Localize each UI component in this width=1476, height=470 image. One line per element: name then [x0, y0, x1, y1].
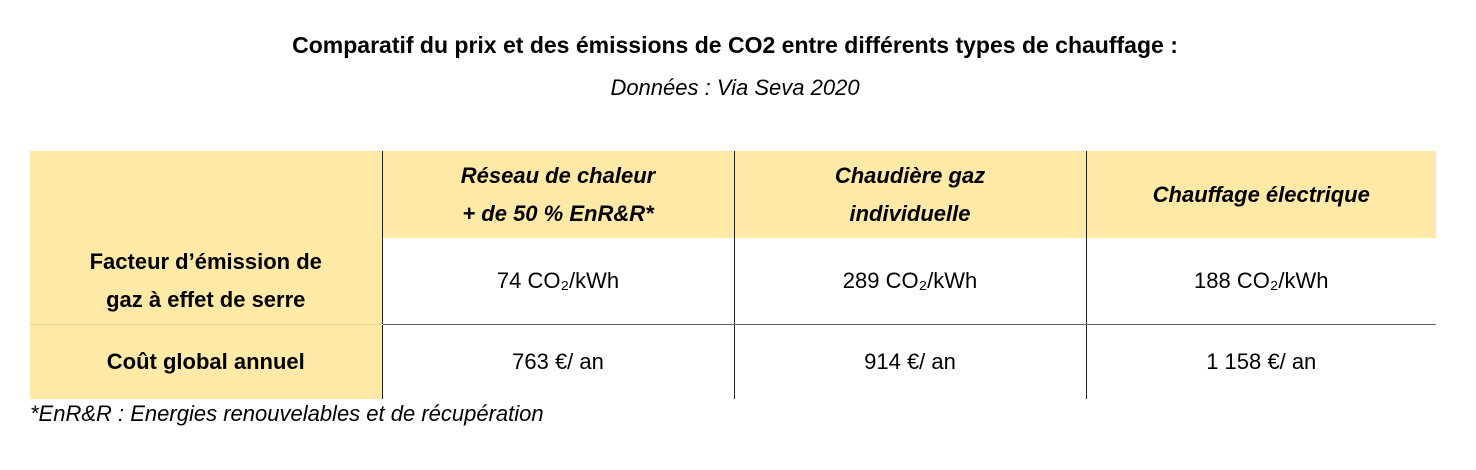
cell: 914 €/ an	[733, 324, 1086, 399]
header-row: Réseau de chaleur + de 50 % EnR&R* Chaud…	[30, 151, 1436, 238]
cell: 1 158 €/ an	[1085, 324, 1436, 399]
column-header: Réseau de chaleur + de 50 % EnR&R*	[381, 151, 734, 238]
column-header: Chauffage électrique	[1085, 151, 1436, 238]
subtitle: Données : Via Seva 2020	[610, 75, 860, 100]
footnote: *EnR&R : Energies renouvelables et de ré…	[30, 401, 544, 426]
table-row: Coût global annuel 763 €/ an 914 €/ an 1…	[30, 324, 1436, 399]
corner-cell	[30, 151, 382, 238]
table-row: Facteur d’émission de gaz à effet de ser…	[30, 238, 1436, 325]
cell: 763 €/ an	[381, 324, 734, 399]
row-header: Coût global annuel	[30, 324, 382, 399]
comparison-table: Réseau de chaleur + de 50 % EnR&R* Chaud…	[30, 151, 1436, 399]
row-header: Facteur d’émission de gaz à effet de ser…	[30, 238, 382, 325]
cell: 188 CO₂/kWh	[1085, 238, 1436, 325]
cell: 74 CO₂/kWh	[381, 238, 734, 325]
column-header: Chaudière gaz individuelle	[733, 151, 1086, 238]
title: Comparatif du prix et des émissions de C…	[292, 32, 1178, 58]
cell: 289 CO₂/kWh	[733, 238, 1086, 325]
